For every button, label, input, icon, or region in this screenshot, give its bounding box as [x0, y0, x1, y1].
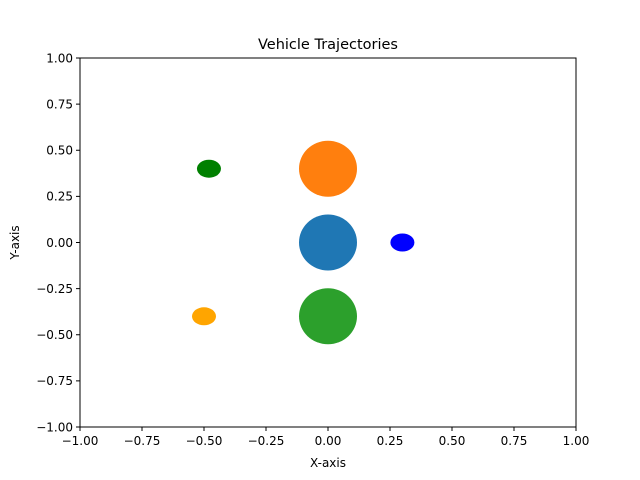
y-tick-label: 0.50 [46, 144, 73, 158]
scatter-point [299, 288, 357, 345]
scatter-point [299, 214, 357, 271]
x-tick-label: 0.75 [501, 434, 528, 448]
x-axis-ticks: −1.00 −0.75 −0.50 −0.25 0.00 0.25 0.50 0.75 1.00 [62, 427, 590, 448]
y-axis-ticks: −1.00 −0.75 −0.50 −0.25 0.00 0.25 0.50 0.75 1.00 [36, 51, 80, 434]
y-tick-label: −0.75 [36, 374, 73, 388]
y-tick-label: 1.00 [46, 51, 73, 65]
x-tick-label: 1.00 [563, 434, 590, 448]
x-tick-label: −0.25 [248, 434, 285, 448]
y-tick-label: −1.00 [36, 420, 73, 434]
x-axis-label: X-axis [310, 456, 346, 470]
chart-title: Vehicle Trajectories [258, 37, 398, 53]
y-tick-label: −0.25 [36, 282, 73, 296]
scatter-point [196, 159, 221, 178]
scatter-point [299, 140, 357, 197]
x-tick-label: 0.50 [439, 434, 466, 448]
y-tick-label: 0.25 [46, 190, 73, 204]
scatter-point [192, 307, 216, 326]
x-tick-label: −1.00 [62, 434, 99, 448]
y-tick-label: 0.75 [46, 97, 73, 111]
y-axis-label: Y-axis [8, 225, 22, 260]
y-tick-label: 0.00 [46, 236, 73, 250]
plot-area [79, 57, 577, 428]
data-markers [192, 140, 415, 345]
x-tick-label: −0.50 [186, 434, 223, 448]
x-tick-label: 0.25 [377, 434, 404, 448]
y-tick-label: −0.50 [36, 328, 73, 342]
x-tick-label: −0.75 [124, 434, 161, 448]
scatter-point [390, 233, 415, 252]
x-tick-label: 0.00 [315, 434, 342, 448]
